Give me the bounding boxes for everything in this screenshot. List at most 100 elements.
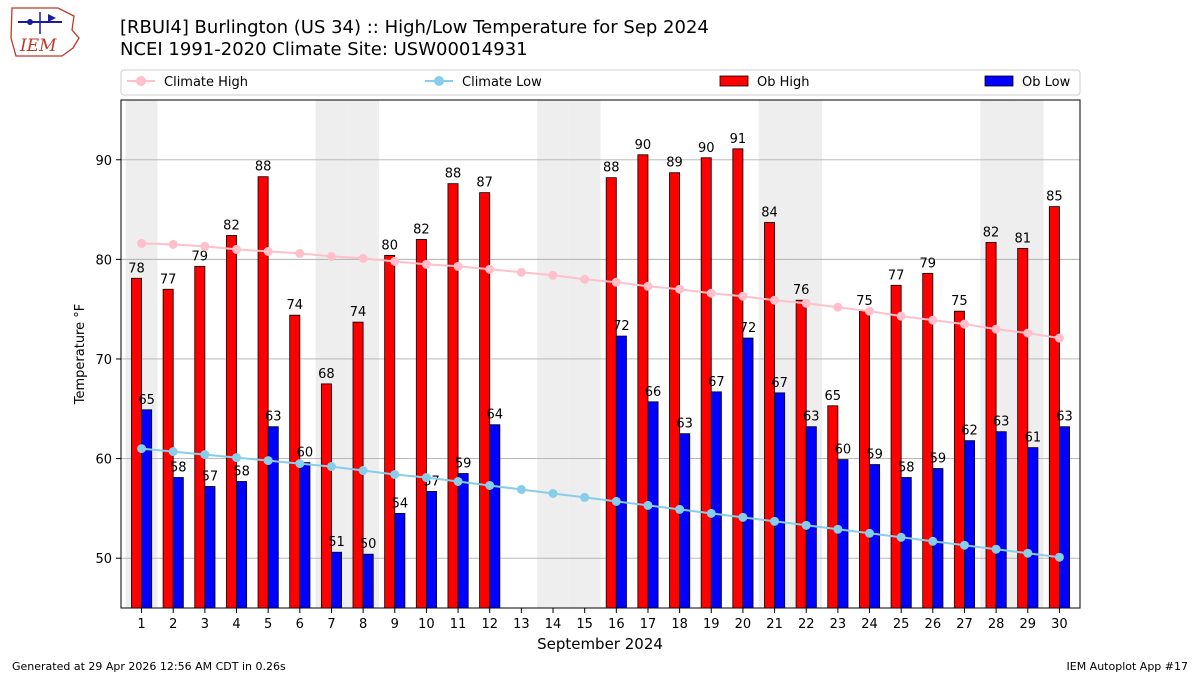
ob-low-bar [615, 335, 627, 609]
ob-high-bar [953, 310, 965, 609]
chart-subtitle: NCEI 1991-2020 Climate Site: USW00014931 [120, 39, 528, 60]
x-tick-label: 27 [956, 617, 973, 632]
ob-high-label: 75 [856, 294, 873, 309]
climate-high-point [833, 302, 843, 312]
ob-low-bar [837, 459, 849, 609]
x-tick-label: 14 [545, 617, 562, 632]
climate-low-point [263, 456, 273, 466]
y-tick-label: 80 [95, 253, 112, 268]
climate-high-point [1054, 333, 1064, 343]
x-tick-label: 1 [137, 617, 145, 632]
ob-low-bar [141, 409, 153, 609]
ob-high-label: 65 [825, 389, 842, 404]
climate-low-point [801, 520, 811, 530]
climate-low-point [516, 484, 526, 494]
ob-low-bar [710, 391, 722, 609]
climate-low-point [453, 476, 463, 486]
ob-low-bar [362, 553, 374, 609]
ob-high-label: 78 [128, 261, 145, 276]
climate-low-point [643, 500, 653, 510]
x-tick-label: 28 [988, 617, 1005, 632]
generated-timestamp: Generated at 29 Apr 2026 12:56 AM CDT in… [12, 660, 286, 673]
climate-low-legend-marker [434, 76, 444, 86]
climate-high-point [137, 238, 147, 248]
x-tick-label: 8 [359, 617, 367, 632]
x-tick-label: 11 [450, 617, 467, 632]
ob-low-bar [964, 440, 976, 609]
ob-low-label: 63 [993, 415, 1010, 430]
ob-high-label: 76 [793, 283, 810, 298]
ob-low-bar [995, 431, 1007, 609]
weekend-shade [537, 100, 569, 608]
ob-high-bar [637, 154, 649, 609]
ob-high-bar [890, 284, 902, 609]
ob-high-label: 85 [1046, 190, 1063, 205]
climate-high-point [643, 281, 653, 291]
y-tick-label: 70 [95, 353, 112, 368]
ob-low-label: 57 [202, 469, 219, 484]
iem-logo: IEM [10, 7, 80, 57]
climate-low-point [580, 492, 590, 502]
ob-low-label: 59 [455, 457, 472, 472]
climate-low-point [770, 516, 780, 526]
ob-high-bar [479, 192, 491, 609]
climate-low-point [168, 447, 178, 457]
ob-high-label: 88 [445, 167, 462, 182]
climate-high-point [263, 246, 273, 256]
x-tick-label: 13 [513, 617, 530, 632]
ob-high-label: 77 [888, 268, 905, 283]
x-tick-label: 21 [766, 617, 783, 632]
ob-high-bar [131, 277, 142, 609]
legend-climate-low: Climate Low [462, 75, 542, 90]
ob-high-bar [732, 148, 744, 609]
ob-low-bar [457, 473, 469, 609]
legend-ob-low: Ob Low [1022, 75, 1071, 90]
ob-low-bar [204, 486, 216, 609]
ob-low-label: 59 [866, 448, 883, 463]
climate-low-point [896, 532, 906, 542]
climate-low-point [959, 540, 969, 550]
climate-high-point [168, 239, 178, 249]
climate-high-point [516, 267, 526, 277]
x-tick-label: 9 [391, 617, 399, 632]
ob-high-bar [669, 172, 681, 609]
ob-high-label: 87 [476, 176, 493, 191]
ob-low-label: 62 [961, 424, 978, 439]
climate-low-point [865, 528, 875, 538]
climate-low-line [141, 447, 1060, 559]
ob-high-bar [415, 239, 427, 609]
x-tick-label: 17 [640, 617, 657, 632]
ob-high-label: 79 [919, 256, 936, 271]
ob-high-bar [447, 183, 459, 609]
y-tick-label: 60 [95, 453, 112, 468]
climate-low-point [1054, 552, 1064, 562]
legend: Climate High Climate Low Ob High Ob Low [120, 69, 1081, 96]
legend-ob-high: Ob High [757, 75, 810, 90]
ob-low-bar [394, 512, 406, 609]
ob-high-bar [384, 254, 396, 609]
x-tick-label: 24 [861, 617, 878, 632]
x-axis-label: September 2024 [537, 635, 663, 653]
ob-high-label: 90 [635, 138, 652, 153]
weekend-shade [568, 100, 601, 608]
climate-high-point [801, 298, 811, 308]
ob-high-bar [225, 235, 237, 609]
x-tick-label: 30 [1051, 617, 1068, 632]
ob-low-bar [774, 392, 786, 609]
ob-low-bar [236, 481, 248, 609]
climate-low-point [421, 473, 431, 483]
ob-high-label: 88 [603, 161, 620, 176]
climate-high-point [453, 261, 463, 271]
ob-high-bar [352, 321, 364, 609]
ob-low-label: 63 [265, 410, 282, 425]
x-tick-label: 25 [893, 617, 910, 632]
ob-low-label: 72 [740, 321, 757, 336]
ob-high-label: 82 [413, 222, 430, 237]
climate-low-point [485, 480, 495, 490]
ob-high-bar [320, 383, 332, 609]
climate-low-point [833, 524, 843, 534]
climate-low-point [611, 496, 621, 506]
ob-high-label: 84 [761, 206, 778, 221]
climate-high-point [295, 248, 305, 258]
